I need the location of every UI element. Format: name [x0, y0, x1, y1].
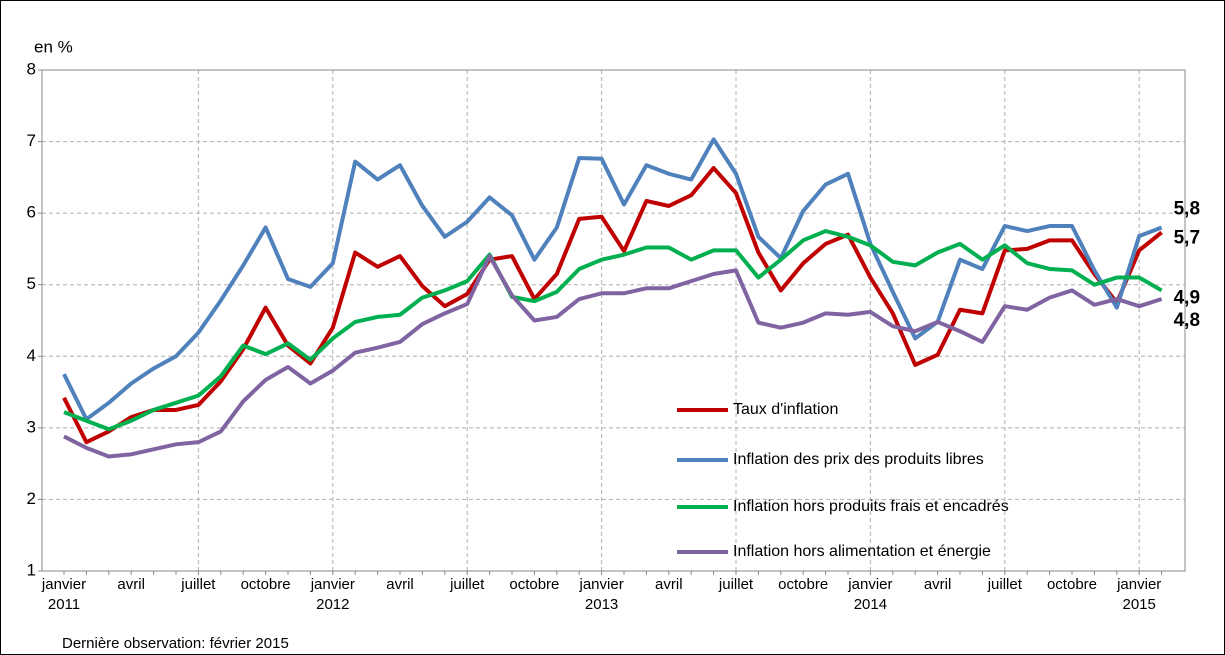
x-tick-label: octobre — [1046, 576, 1098, 593]
y-tick-label: 2 — [27, 489, 36, 508]
x-tick-label: avril — [923, 576, 952, 593]
x-tick-label: janvier 2013 — [579, 576, 624, 613]
x-tick-label: juillet — [450, 576, 485, 593]
y-tick-label: 1 — [27, 560, 36, 579]
x-tick-label: octobre — [240, 576, 291, 593]
x-tick-label: janvier 2011 — [41, 576, 87, 613]
x-tick-label: juillet — [181, 576, 216, 593]
line-series — [62, 166, 1163, 445]
y-tick-label: 6 — [27, 203, 36, 222]
x-tick-label: janvier 2015 — [1117, 576, 1162, 613]
x-tick-label: janvier 2014 — [848, 576, 893, 613]
y-tick-label: 7 — [27, 131, 36, 150]
y-unit: en % — [34, 37, 73, 56]
y-tick-label: 4 — [27, 346, 36, 365]
end-label: 4,9 — [1174, 287, 1200, 308]
plot-area — [41, 69, 1186, 572]
note: Dernière observation: février 2015 — [62, 635, 289, 652]
y-tick-label: 8 — [27, 59, 36, 78]
line-series — [63, 229, 1163, 432]
x-tick-label: avril — [386, 576, 414, 593]
x-tick-label: juillet — [718, 576, 754, 593]
y-tick-label: 3 — [27, 417, 36, 436]
x-tick-label: avril — [117, 576, 145, 593]
x-tick-label: octobre — [778, 576, 829, 593]
legend-label: Taux d'inflation — [733, 401, 838, 418]
y-tick-label: 5 — [27, 274, 36, 293]
end-label: 5,7 — [1174, 227, 1200, 248]
x-tick-label: avril — [655, 576, 683, 593]
x-tick-label: octobre — [509, 576, 560, 593]
line-series — [63, 254, 1163, 459]
x-tick-label: juillet — [987, 576, 1022, 593]
legend-label: Inflation des prix des produits libres — [733, 451, 984, 468]
end-label: 5,8 — [1174, 198, 1200, 219]
legend-label: Inflation hors alimentation et énergie — [733, 543, 991, 560]
end-label: 4,8 — [1174, 310, 1200, 331]
legend-label: Inflation hors produits frais et encadré… — [733, 498, 1009, 515]
x-tick-label: janvier 2012 — [310, 576, 355, 613]
line-series — [62, 137, 1163, 422]
